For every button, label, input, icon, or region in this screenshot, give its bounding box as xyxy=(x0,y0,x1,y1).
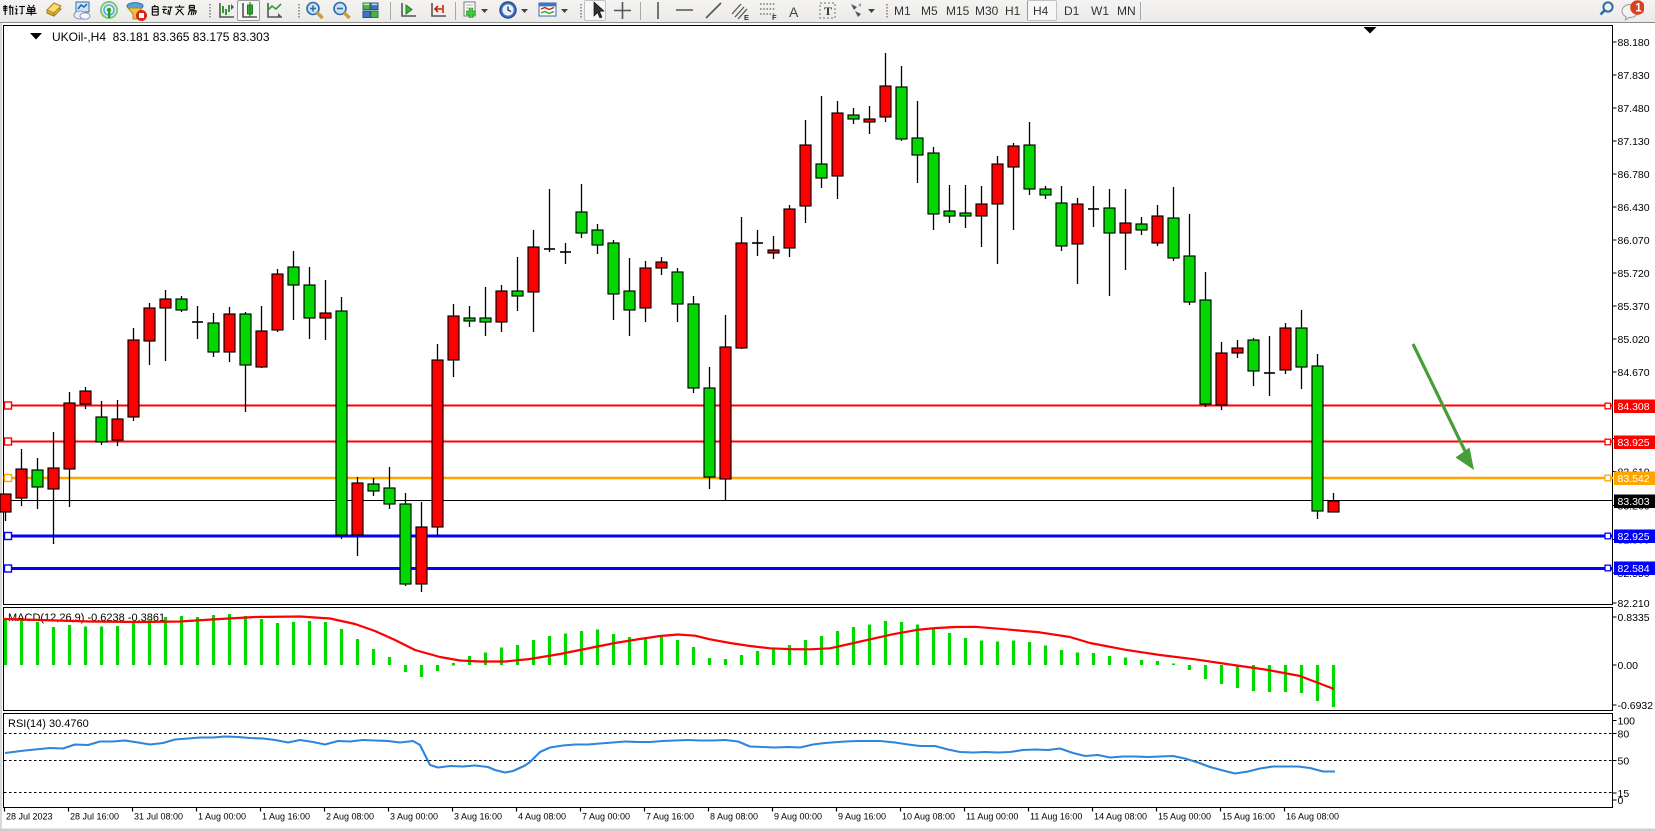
svg-text:1: 1 xyxy=(1635,3,1642,15)
svg-text:86.430: 86.430 xyxy=(1618,202,1650,214)
svg-text:3 Aug 00:00: 3 Aug 00:00 xyxy=(390,812,438,822)
svg-text:82.584: 82.584 xyxy=(1618,563,1650,575)
svg-text:0: 0 xyxy=(1618,795,1624,807)
svg-text:3 Aug 16:00: 3 Aug 16:00 xyxy=(454,812,502,822)
svg-text:15 Aug 00:00: 15 Aug 00:00 xyxy=(1158,812,1211,822)
svg-text:14 Aug 08:00: 14 Aug 08:00 xyxy=(1094,812,1147,822)
svg-text:7 Aug 16:00: 7 Aug 16:00 xyxy=(646,812,694,822)
svg-text:83.925: 83.925 xyxy=(1618,437,1650,449)
svg-text:E: E xyxy=(744,13,749,22)
svg-text:16 Aug 08:00: 16 Aug 08:00 xyxy=(1286,812,1339,822)
svg-text:86.070: 86.070 xyxy=(1618,235,1650,247)
svg-text:87.130: 87.130 xyxy=(1618,136,1650,148)
svg-text:4 Aug 08:00: 4 Aug 08:00 xyxy=(518,812,566,822)
svg-text:8 Aug 08:00: 8 Aug 08:00 xyxy=(710,812,758,822)
svg-text:15 Aug 16:00: 15 Aug 16:00 xyxy=(1222,812,1275,822)
svg-text:85.020: 85.020 xyxy=(1618,334,1650,346)
svg-text:28 Jul 2023: 28 Jul 2023 xyxy=(6,812,53,822)
svg-text:100: 100 xyxy=(1618,715,1636,727)
svg-text:1 Aug 00:00: 1 Aug 00:00 xyxy=(198,812,246,822)
svg-text:87.830: 87.830 xyxy=(1618,70,1650,82)
svg-text:11 Aug 16:00: 11 Aug 16:00 xyxy=(1030,812,1082,822)
svg-text:84.670: 84.670 xyxy=(1618,367,1650,379)
svg-text:85.370: 85.370 xyxy=(1618,301,1650,313)
svg-text:1 Aug 16:00: 1 Aug 16:00 xyxy=(262,812,310,822)
svg-text:0.00: 0.00 xyxy=(1618,660,1639,672)
svg-text:9 Aug 00:00: 9 Aug 00:00 xyxy=(774,812,822,822)
svg-text:9 Aug 16:00: 9 Aug 16:00 xyxy=(838,812,886,822)
svg-text:80: 80 xyxy=(1618,728,1630,740)
svg-text:84.308: 84.308 xyxy=(1618,401,1650,413)
svg-text:86.780: 86.780 xyxy=(1618,169,1650,181)
svg-text:82.925: 82.925 xyxy=(1618,531,1650,543)
svg-text:7 Aug 00:00: 7 Aug 00:00 xyxy=(582,812,630,822)
svg-text:T: T xyxy=(824,4,832,18)
svg-text:F: F xyxy=(772,13,777,22)
svg-text:-0.6932: -0.6932 xyxy=(1618,700,1654,712)
svg-text:UKOil-,H4 83.181 83.365 83.17: UKOil-,H4 83.181 83.365 83.175 83.303 xyxy=(52,30,270,44)
svg-text:50: 50 xyxy=(1618,755,1630,767)
svg-text:82.210: 82.210 xyxy=(1618,598,1650,610)
svg-text:10 Aug 08:00: 10 Aug 08:00 xyxy=(902,812,955,822)
svg-text:87.480: 87.480 xyxy=(1618,103,1650,115)
svg-text:83.303: 83.303 xyxy=(1618,496,1650,508)
svg-text:11 Aug 00:00: 11 Aug 00:00 xyxy=(966,812,1018,822)
svg-text:83.542: 83.542 xyxy=(1618,473,1650,485)
svg-text:28 Jul 16:00: 28 Jul 16:00 xyxy=(70,812,119,822)
svg-text:85.720: 85.720 xyxy=(1618,268,1650,280)
svg-text:0.8335: 0.8335 xyxy=(1618,612,1650,624)
svg-text:15: 15 xyxy=(1618,788,1630,800)
svg-text:RSI(14) 30.4760: RSI(14) 30.4760 xyxy=(8,718,89,730)
svg-text:2 Aug 08:00: 2 Aug 08:00 xyxy=(326,812,374,822)
svg-text:31 Jul 08:00: 31 Jul 08:00 xyxy=(134,812,183,822)
svg-text:88.180: 88.180 xyxy=(1618,37,1650,49)
